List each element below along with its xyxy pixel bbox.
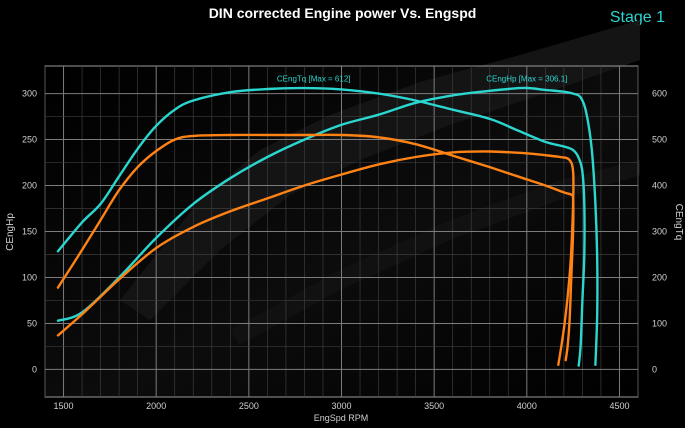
- y2-tick-label: 0: [652, 364, 657, 374]
- y2-axis-ticks: 0 100 200 300 400 500 600: [652, 89, 667, 375]
- y2-tick-label: 500: [652, 135, 667, 145]
- y-tick-label: 100: [22, 272, 37, 282]
- x-tick-label: 4500: [609, 401, 629, 411]
- watermark-logo: [120, 20, 640, 345]
- series-line-tuned-torque: [56, 86, 586, 367]
- y-tick-label: 200: [22, 181, 37, 191]
- x-axis-ticks: 1500 2000 2500 3000 3500 4000 4500: [54, 401, 630, 411]
- x-tick-label: 2500: [239, 401, 259, 411]
- series-layer: [56, 86, 599, 367]
- y2-axis-label: CEngTq: [673, 204, 684, 241]
- y-tick-label: 300: [22, 89, 37, 99]
- series-line-tuned-power: [56, 86, 599, 366]
- y-tick-label: 50: [27, 318, 37, 328]
- y-tick-label: 0: [32, 364, 37, 374]
- annotations: CEngTq [Max = 612] CEngHp [Max = 306.1]: [277, 75, 567, 84]
- y-tick-label: 150: [22, 227, 37, 237]
- x-tick-label: 3000: [331, 401, 351, 411]
- series-line-stock-power: [56, 150, 575, 366]
- y2-tick-label: 400: [652, 181, 667, 191]
- x-tick-label: 1500: [54, 401, 74, 411]
- y-axis-ticks: 0 50 100 150 200 250 300: [22, 89, 37, 375]
- y-axis-label: CEngHp: [5, 213, 16, 251]
- y2-tick-label: 600: [652, 89, 667, 99]
- x-tick-label: 3500: [424, 401, 444, 411]
- x-tick-label: 4000: [517, 401, 537, 411]
- x-axis-label: EngSpd RPM: [314, 413, 369, 423]
- annotation-label: CEngHp [Max = 306.1]: [486, 75, 567, 84]
- y2-tick-label: 100: [652, 318, 667, 328]
- x-tick-label: 2000: [146, 401, 166, 411]
- annotation-label: CEngTq [Max = 612]: [277, 75, 351, 84]
- stage-label: Stage 1: [609, 9, 665, 26]
- y-tick-label: 250: [22, 135, 37, 145]
- chart-title: DIN corrected Engine power Vs. Engspd: [208, 5, 477, 21]
- y2-tick-label: 200: [652, 272, 667, 282]
- y2-tick-label: 300: [652, 227, 667, 237]
